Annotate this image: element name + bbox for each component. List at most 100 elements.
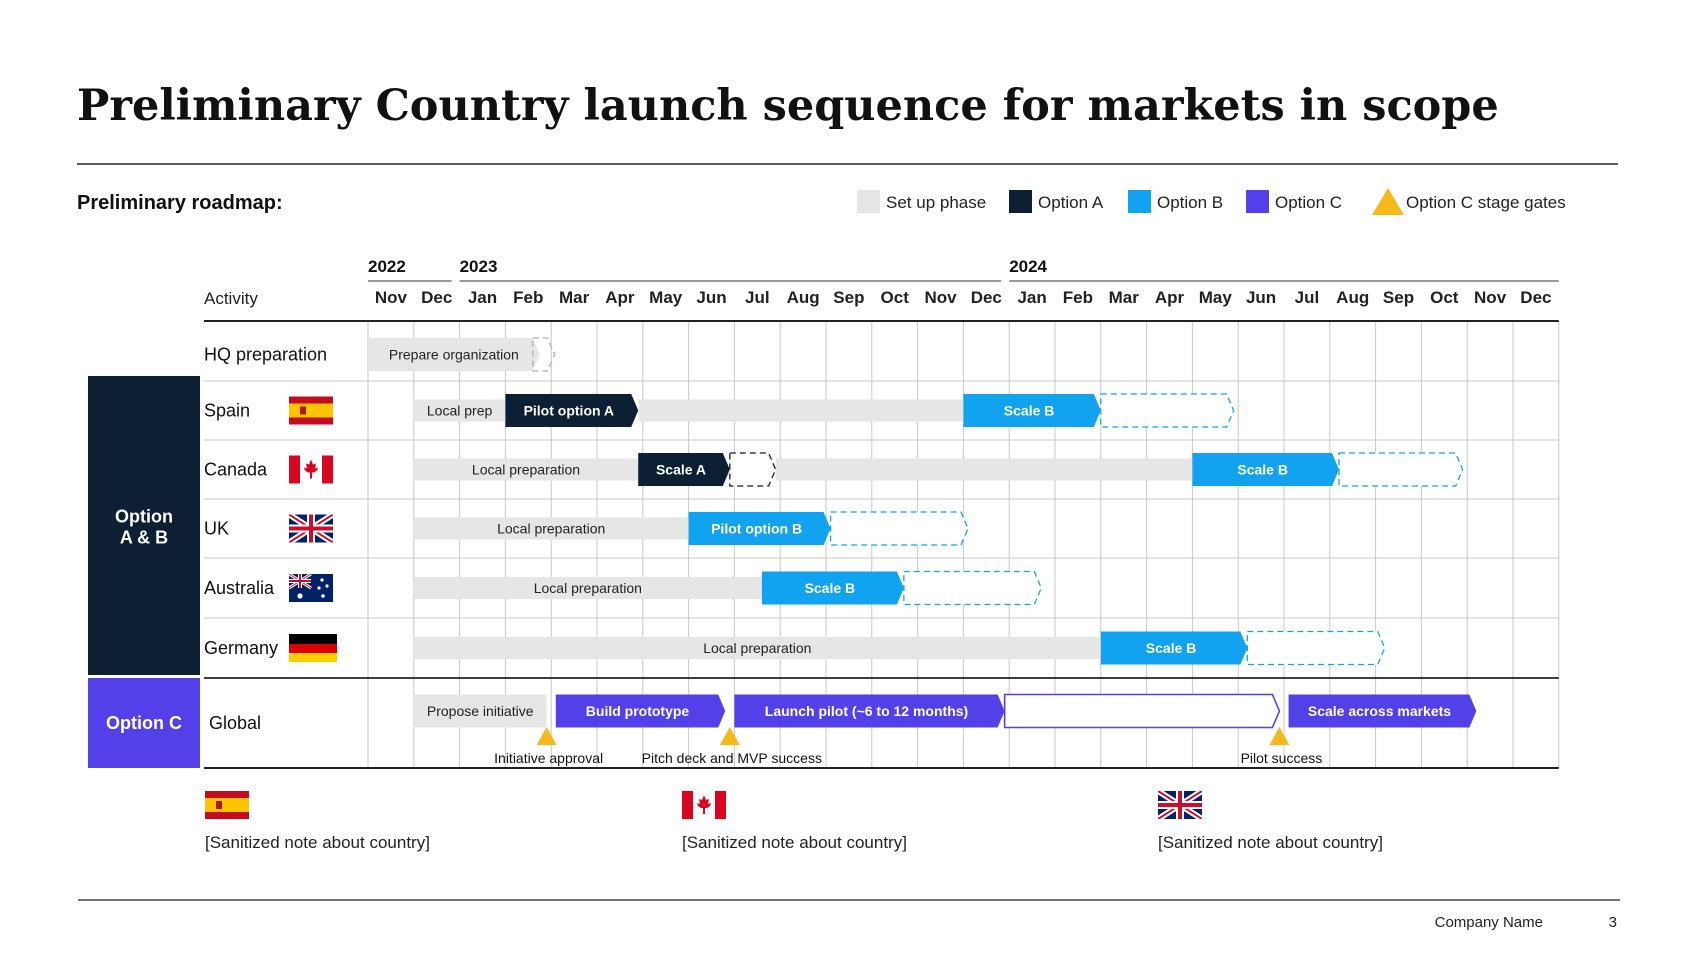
month-label: Nov <box>375 288 408 307</box>
setup-bar <box>368 338 540 371</box>
row-label: Australia <box>204 578 275 598</box>
setup-bar <box>638 399 964 422</box>
legend-item: Option B <box>1128 190 1223 213</box>
setup-bar-dashed <box>532 337 556 372</box>
setup-bar-label: Local prep <box>427 403 493 419</box>
country-note-text: [Sanitized note about country] <box>1158 833 1383 852</box>
setup-bar-label: Local preparation <box>472 462 580 478</box>
month-label: Feb <box>513 288 543 307</box>
group-label: Option C <box>106 713 182 733</box>
flag-star <box>320 578 324 582</box>
option-c-bar <box>734 694 1005 728</box>
setup-bar-label: Local preparation <box>497 521 605 537</box>
setup-bar <box>413 399 506 422</box>
country-note: [Sanitized note about country] <box>205 791 430 852</box>
stage-gate-icon <box>536 727 557 745</box>
flag-emblem <box>216 801 222 809</box>
legend-item: Option C <box>1246 190 1342 213</box>
setup-bar <box>413 694 547 728</box>
month-label: Oct <box>881 288 910 307</box>
maple-leaf <box>304 459 318 479</box>
country-notes: [Sanitized note about country] [Sanitized… <box>205 791 1383 852</box>
country-note-text: [Sanitized note about country] <box>682 833 907 852</box>
month-label: Aug <box>1336 288 1369 307</box>
setup-bar <box>775 458 1193 481</box>
activity-row: Australia Local preparation Scale B <box>204 570 1042 606</box>
stage-gate-label: Pilot success <box>1241 750 1323 766</box>
activity-row: Spain Local prep Pilot option A Scale B <box>204 393 1235 428</box>
future-scale-bar <box>829 511 969 546</box>
setup-bar-label: Prepare organization <box>389 347 519 363</box>
month-label: Apr <box>605 288 635 307</box>
footer-page-number: 3 <box>1609 914 1617 931</box>
country-note: [Sanitized note about country] <box>682 791 907 852</box>
legend-swatch <box>857 190 880 213</box>
month-label: Jan <box>1017 288 1046 307</box>
option-c-bar <box>1288 694 1477 728</box>
row-label: HQ preparation <box>204 345 327 365</box>
setup-bar <box>413 517 689 540</box>
flag-stripe <box>205 798 249 812</box>
flag-star <box>317 586 321 590</box>
setup-bar-label: Local preparation <box>534 580 642 596</box>
bar-label: Launch pilot (~6 to 12 months) <box>765 703 968 719</box>
bar-label: Scale B <box>1146 640 1197 656</box>
year-label: 2022 <box>368 257 406 276</box>
australia-flag <box>288 572 333 602</box>
canada-flag <box>289 455 333 484</box>
bar-label: Pilot option A <box>524 403 614 419</box>
flag-body <box>1158 791 1202 819</box>
legend-label: Option B <box>1157 193 1223 212</box>
flag-stripe <box>289 455 300 484</box>
stage-gate-legend-icon <box>1372 188 1404 215</box>
legend-label: Option A <box>1038 193 1104 212</box>
roadmap-subtitle: Preliminary roadmap: <box>77 192 283 214</box>
flag-stripe <box>289 644 337 653</box>
month-label: Mar <box>1109 288 1140 307</box>
future-scale-bar <box>1100 393 1235 428</box>
flag-emblem <box>300 406 306 415</box>
timeline-header: Activity 2022 2023 2024 Nov Dec Jan Feb Mar Apr M… <box>204 257 1559 308</box>
row-label: UK <box>204 519 229 539</box>
country-note-text: [Sanitized note about country] <box>205 833 430 852</box>
flag-canton <box>288 572 312 590</box>
month-label: Dec <box>1520 288 1551 307</box>
legend-swatch <box>1009 190 1032 213</box>
flag-cross <box>1158 791 1202 819</box>
activity-row: Global Propose initiative Build prototype L… <box>209 693 1477 766</box>
germany-flag <box>289 634 337 662</box>
month-label: Jun <box>1246 288 1276 307</box>
legend-item: Option A <box>1009 190 1104 213</box>
uk-flag <box>289 514 333 543</box>
bar-label: Scale across markets <box>1308 703 1451 719</box>
setup-bar <box>413 577 762 599</box>
month-label: Jul <box>1295 288 1320 307</box>
legend-swatch <box>1246 190 1269 213</box>
activity-row: HQ preparation Prepare organization <box>204 337 556 372</box>
flag-stripe <box>715 791 726 819</box>
bar-label: Scale B <box>1237 462 1288 478</box>
row-label: Germany <box>204 638 278 658</box>
group-label: Option A & B <box>115 507 173 548</box>
legend-swatch <box>1128 190 1151 213</box>
month-label: Sep <box>833 288 864 307</box>
month-label: Aug <box>787 288 820 307</box>
legend-item: Set up phase <box>857 190 986 213</box>
month-label: Jun <box>696 288 726 307</box>
canada-flag <box>682 791 726 819</box>
footer-company: Company Name <box>1435 914 1543 931</box>
bar-label: Build prototype <box>586 703 690 719</box>
spain-flag <box>289 396 333 425</box>
flag-cross <box>289 574 311 588</box>
option-b-bar <box>1100 631 1248 665</box>
month-label: Jul <box>745 288 770 307</box>
group-label-line: A & B <box>120 528 168 548</box>
flag-star <box>297 593 303 599</box>
month-label: Mar <box>559 288 590 307</box>
option-a-bar <box>505 394 639 427</box>
flag-star <box>321 594 325 598</box>
row-label: Global <box>209 713 261 733</box>
flag-stripe <box>289 403 333 418</box>
